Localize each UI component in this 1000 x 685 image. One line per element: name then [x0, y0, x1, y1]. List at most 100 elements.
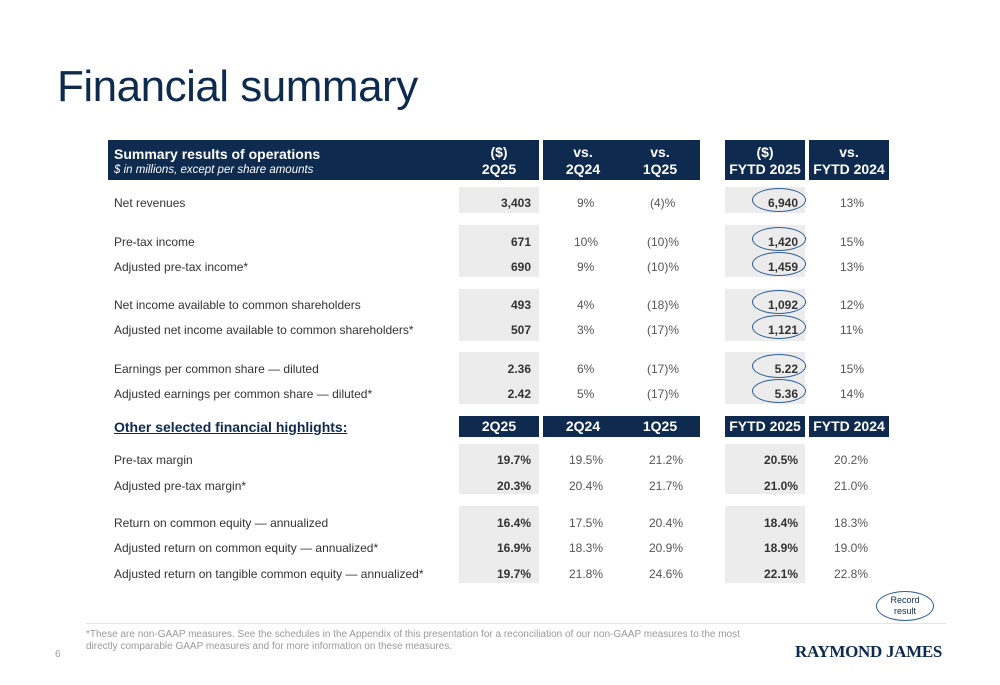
column-header: vs. 2Q24	[565, 144, 601, 177]
value-vs-fytd-2024: 15%	[840, 362, 865, 376]
value-2q25: 2.36	[507, 362, 531, 376]
header-bar-secondary	[725, 416, 805, 437]
header-bar-secondary	[809, 416, 889, 437]
record-oval	[752, 315, 806, 339]
col-shade	[459, 225, 539, 277]
value-2q25: 19.7%	[496, 567, 531, 581]
section-title: Other selected financial highlights:	[114, 419, 348, 435]
column-header: ($) FYTD 2025	[729, 144, 801, 177]
value-vs-2q24: 10%	[574, 235, 599, 249]
company-logo: RAYMOND JAMES	[795, 642, 943, 661]
value-vs-1q25: (17)%	[647, 362, 680, 376]
record-oval	[752, 188, 806, 212]
column-header: ($) 2Q25	[481, 144, 517, 177]
record-result-legend: Record result	[876, 591, 934, 621]
value-2q25: 690	[510, 260, 531, 274]
col-shade	[459, 506, 539, 583]
value-2q24: 19.5%	[569, 453, 604, 467]
row-label: Return on common equity — annualized	[114, 516, 329, 530]
record-oval	[752, 252, 806, 276]
value-2q25: 2.42	[507, 387, 531, 401]
value-1q25: 20.4%	[649, 516, 684, 530]
value-1q25: 21.7%	[649, 479, 684, 493]
col-shade	[725, 506, 805, 583]
page-number: 6	[55, 649, 61, 660]
column-header: FYTD 2024	[813, 418, 885, 434]
col-shade	[725, 444, 805, 494]
header-bar-main	[543, 140, 700, 180]
value-vs-fytd-2024: 13%	[840, 196, 865, 210]
header-bar-main	[809, 140, 889, 180]
row-label: Adjusted net income available to common …	[114, 323, 414, 337]
value-1q25: 20.9%	[649, 541, 684, 555]
value-vs-1q25: (18)%	[647, 298, 680, 312]
value-vs-2q24: 6%	[577, 362, 595, 376]
record-oval	[752, 290, 806, 314]
value-vs-2q24: 9%	[577, 260, 595, 274]
value-2q24: 20.4%	[569, 479, 604, 493]
column-header: FYTD 2025	[729, 418, 801, 434]
value-fytd-2025: 18.4%	[763, 516, 798, 530]
record-oval	[752, 227, 806, 251]
value-fytd-2025: 20.5%	[763, 453, 798, 467]
header-bar-secondary	[459, 416, 539, 437]
value-1q25: 21.2%	[649, 453, 684, 467]
value-2q25: 19.7%	[496, 453, 531, 467]
row-label: Adjusted return on common equity — annua…	[114, 541, 379, 555]
record-oval	[752, 379, 806, 403]
value-vs-fytd-2024: 15%	[840, 235, 865, 249]
value-1q25: 24.6%	[649, 567, 684, 581]
value-vs-fytd-2024: 14%	[840, 387, 865, 401]
row-label: Pre-tax income	[114, 235, 195, 249]
row-label: Earnings per common share — diluted	[114, 362, 319, 376]
footnote: *These are non-GAAP measures. See the sc…	[86, 629, 740, 652]
value-fytd-2024: 19.0%	[834, 541, 869, 555]
value-vs-1q25: (4)%	[650, 196, 676, 210]
col-shade	[459, 289, 539, 341]
value-fytd-2024: 21.0%	[834, 479, 869, 493]
header-bar-secondary	[543, 416, 700, 437]
value-vs-1q25: (10)%	[647, 235, 680, 249]
value-fytd-2025: 21.0%	[763, 479, 798, 493]
footer-divider	[86, 623, 946, 624]
row-label: Pre-tax margin	[114, 453, 193, 467]
value-vs-2q24: 5%	[577, 387, 595, 401]
value-2q24: 21.8%	[569, 567, 604, 581]
value-2q25: 20.3%	[496, 479, 531, 493]
page-title: Financial summary	[57, 62, 418, 111]
value-2q25: 493	[510, 298, 531, 312]
table-header-title: Summary results of operations	[114, 146, 321, 162]
row-label: Adjusted earnings per common share — dil…	[114, 387, 373, 401]
value-2q25: 16.4%	[496, 516, 531, 530]
header-bar-main	[725, 140, 805, 180]
row-label: Adjusted return on tangible common equit…	[114, 567, 424, 581]
header-bar-main	[108, 140, 539, 180]
column-header: vs. FYTD 2024	[813, 144, 885, 177]
value-2q25: 507	[510, 323, 531, 337]
col-shade	[459, 444, 539, 494]
value-vs-fytd-2024: 13%	[840, 260, 865, 274]
value-vs-2q24: 9%	[577, 196, 595, 210]
col-shade	[459, 352, 539, 404]
value-fytd-2025: 22.1%	[763, 567, 798, 581]
value-fytd-2024: 18.3%	[834, 516, 869, 530]
value-vs-2q24: 3%	[577, 323, 595, 337]
col-shade	[459, 187, 539, 213]
value-2q24: 18.3%	[569, 541, 604, 555]
table-header-subtitle: $ in millions, except per share amounts	[114, 164, 314, 176]
row-label: Net income available to common sharehold…	[114, 298, 361, 312]
value-vs-1q25: (17)%	[647, 387, 680, 401]
value-fytd-2024: 20.2%	[834, 453, 869, 467]
column-header: vs. 1Q25	[642, 144, 678, 177]
row-label: Net revenues	[114, 196, 186, 210]
value-2q25: 3,403	[500, 196, 531, 210]
value-2q25: 16.9%	[496, 541, 531, 555]
value-2q24: 17.5%	[569, 516, 604, 530]
value-fytd-2024: 22.8%	[834, 567, 869, 581]
row-label: Adjusted pre-tax margin*	[114, 479, 247, 493]
value-vs-fytd-2024: 11%	[840, 323, 864, 337]
record-oval	[752, 354, 806, 378]
row-label: Adjusted pre-tax income*	[114, 260, 249, 274]
value-vs-2q24: 4%	[577, 298, 595, 312]
column-header: 1Q25	[642, 418, 678, 434]
